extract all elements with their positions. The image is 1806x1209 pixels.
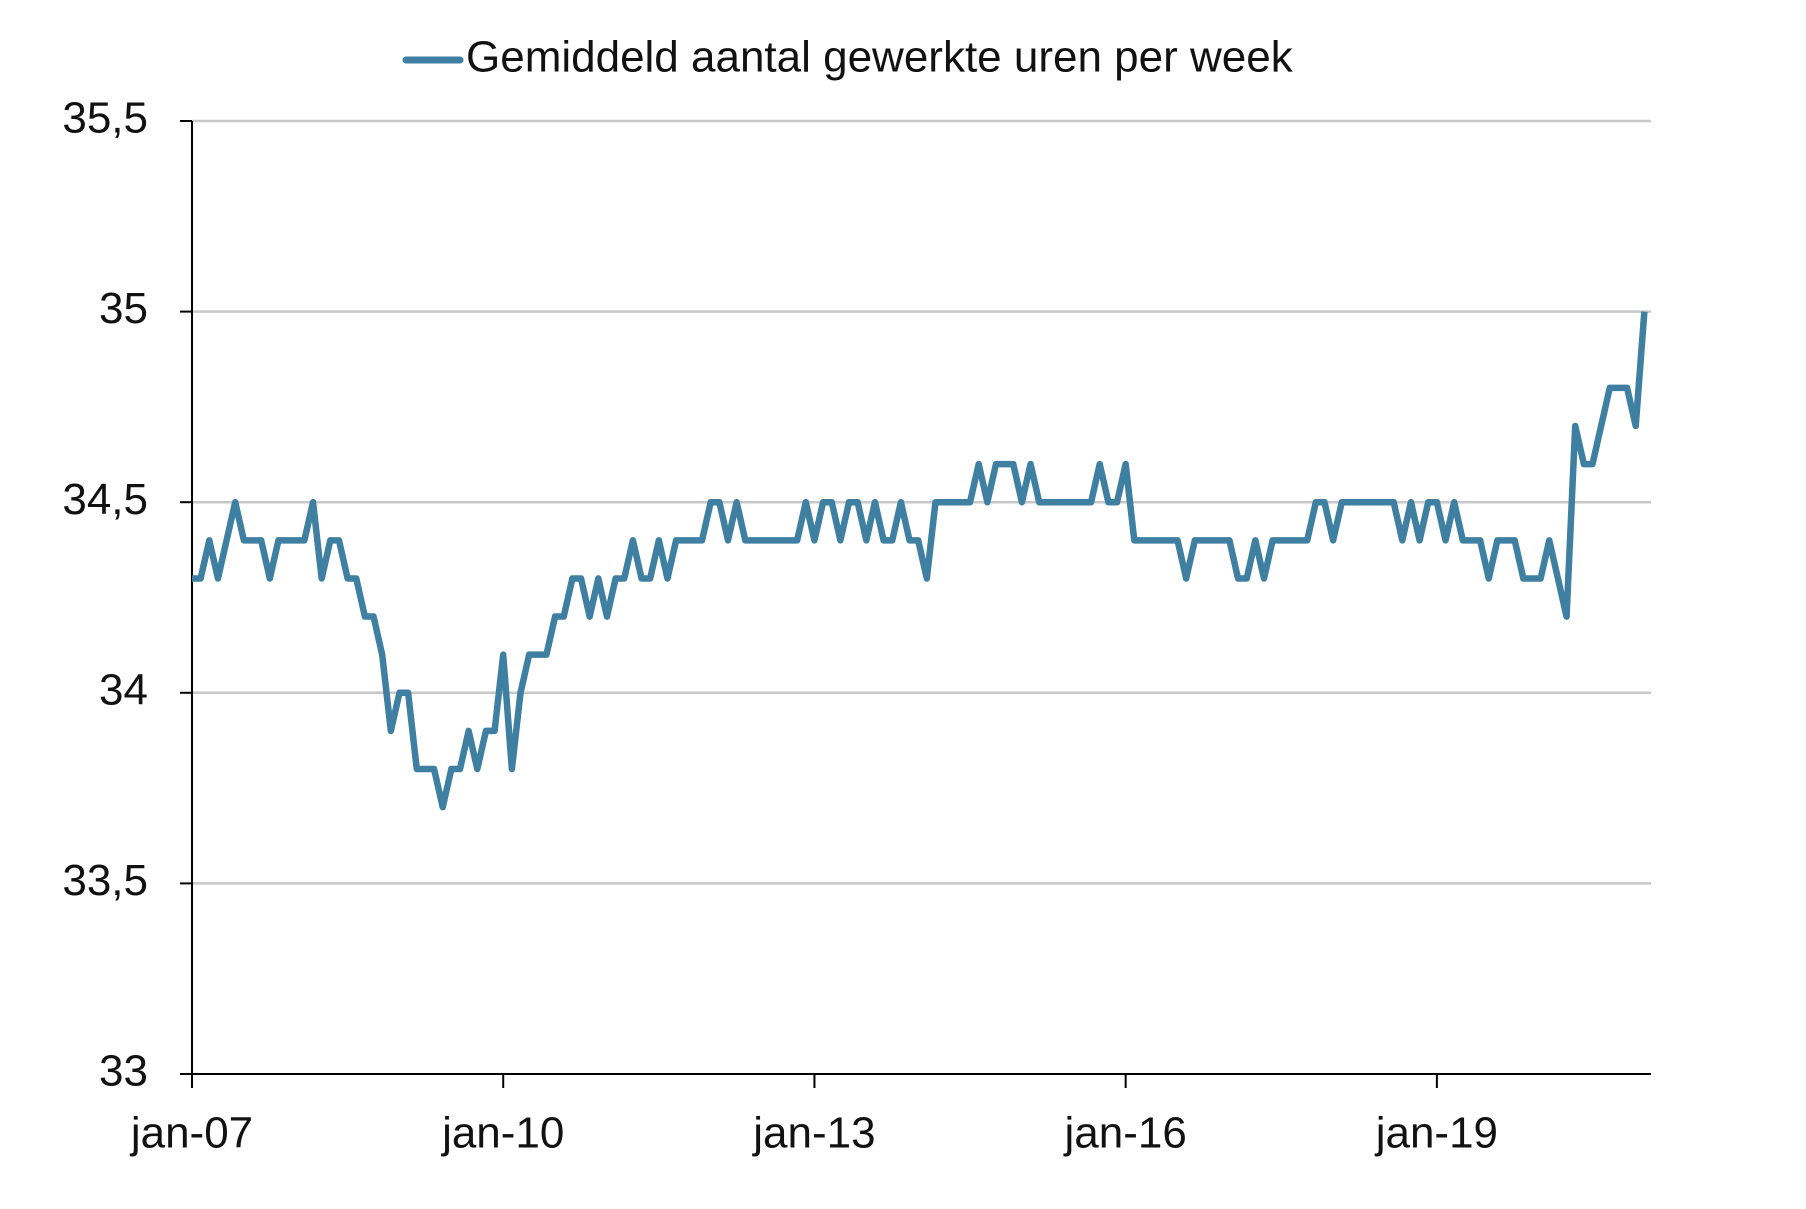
y-tick-label: 35,5 — [62, 94, 148, 143]
y-tick-label: 33,5 — [62, 856, 148, 905]
y-tick-label: 33 — [99, 1047, 148, 1096]
y-tick-label: 34 — [99, 665, 148, 714]
x-tick-label: jan-10 — [440, 1109, 564, 1158]
x-tick-label: jan-16 — [1063, 1109, 1187, 1158]
legend-label: Gemiddeld aantal gewerkte uren per week — [466, 33, 1294, 82]
data-line — [192, 311, 1648, 811]
x-tick-label: jan-07 — [129, 1109, 253, 1158]
x-tick-label: jan-19 — [1374, 1109, 1498, 1158]
y-tick-label: 35 — [99, 284, 148, 333]
x-tick-label: jan-13 — [751, 1109, 875, 1158]
y-tick-label: 34,5 — [62, 475, 148, 524]
